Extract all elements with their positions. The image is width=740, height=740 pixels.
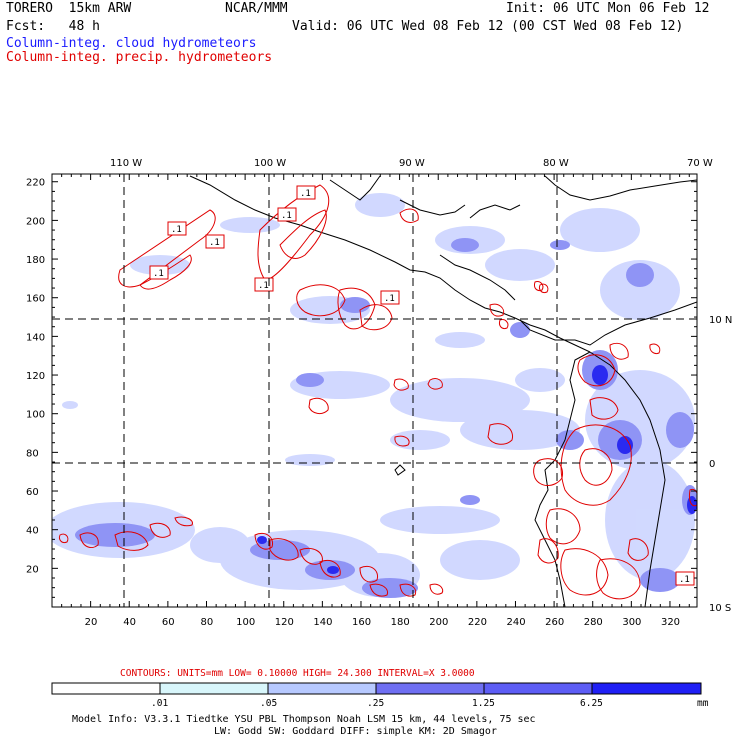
y-tick-label: 160: [26, 294, 45, 305]
colorbar-swatch: [52, 683, 160, 694]
axis-ticks: [51, 174, 697, 608]
coastlines: [189, 175, 697, 607]
x-tick-label: 20: [85, 617, 98, 628]
contour-label: .1: [171, 225, 182, 235]
y-tick-label: 200: [26, 216, 45, 227]
contour-label: .1: [384, 294, 395, 304]
x-tick-label: 300: [622, 617, 641, 628]
org-label: NCAR/MMM: [225, 1, 288, 16]
colorbar-unit: mm: [697, 698, 709, 709]
lon-label: 110 W: [110, 158, 142, 169]
latlon-grid: [52, 174, 697, 607]
valid-time: Valid: 06 UTC Wed 08 Feb 12 (00 CST Wed …: [292, 19, 684, 34]
x-tick-label: 200: [429, 617, 448, 628]
contour-labels: .1 .1 .1 .1 .1 .1 .1 .1: [149, 185, 695, 586]
contour-label: .1: [281, 211, 292, 221]
colorbar-swatch: [484, 683, 592, 694]
lon-label: 100 W: [254, 158, 286, 169]
lat-label: 0: [709, 459, 715, 470]
lon-label: 90 W: [399, 158, 425, 169]
contours-info: CONTOURS: UNITS=mm LOW= 0.10000 HIGH= 24…: [120, 668, 475, 679]
lat-label: 10 S: [709, 603, 731, 614]
map-frame: [51, 173, 698, 608]
contour-label: .1: [209, 238, 220, 248]
y-tick-label: 180: [26, 255, 45, 266]
x-tick-label: 80: [200, 617, 213, 628]
forecast-hour: Fcst: 48 h: [6, 19, 100, 34]
colorbar-swatch: [376, 683, 484, 694]
y-tick-label: 60: [26, 487, 39, 498]
colorbar-swatch: [268, 683, 376, 694]
colorbar-tick: 1.25: [472, 698, 495, 709]
model-info-line2: LW: Godd SW: Goddard DIFF: simple KM: 2D…: [214, 726, 497, 737]
lat-label: 10 N: [709, 315, 732, 326]
x-tick-label: 240: [506, 617, 525, 628]
x-tick-label: 180: [391, 617, 410, 628]
colorbar-swatch: [592, 683, 701, 694]
lon-label: 80 W: [543, 158, 569, 169]
x-tick-label: 220: [468, 617, 487, 628]
model-info-line1: Model Info: V3.3.1 Tiedtke YSU PBL Thomp…: [72, 714, 536, 725]
x-tick-label: 140: [313, 617, 332, 628]
colorbar-tick: .25: [367, 698, 384, 709]
contour-label: .1: [258, 281, 269, 291]
colorbar-tick: .05: [260, 698, 277, 709]
field-precip-label: Column-integ. precip. hydrometeors: [6, 50, 273, 65]
axis-labels: 110 W 100 W 90 W 80 W 70 W 10 N 0 10 S 2…: [26, 158, 732, 628]
field-cloud-label: Column-integ. cloud hydrometeors: [6, 36, 257, 51]
contour-label: .1: [679, 575, 690, 585]
x-tick-label: 40: [123, 617, 136, 628]
colorbar-swatch: [160, 683, 268, 694]
model-title: TORERO 15km ARW: [6, 1, 132, 16]
y-tick-label: 20: [26, 564, 39, 575]
y-tick-label: 120: [26, 371, 45, 382]
x-tick-label: 320: [661, 617, 680, 628]
colorbar: .01 .05 .25 1.25 6.25 mm: [51, 682, 709, 709]
y-tick-label: 80: [26, 448, 39, 459]
colorbar-tick: .01: [151, 698, 168, 709]
y-tick-label: 40: [26, 526, 39, 537]
contour-label: .1: [153, 269, 164, 279]
x-tick-label: 260: [545, 617, 564, 628]
contour-label: .1: [300, 189, 311, 199]
x-tick-label: 100: [236, 617, 255, 628]
x-tick-label: 120: [275, 617, 294, 628]
lon-label: 70 W: [687, 158, 713, 169]
x-tick-label: 60: [162, 617, 175, 628]
y-tick-label: 100: [26, 410, 45, 421]
y-tick-label: 220: [26, 178, 45, 189]
x-tick-label: 280: [584, 617, 603, 628]
x-tick-label: 160: [352, 617, 371, 628]
init-time: Init: 06 UTC Mon 06 Feb 12: [506, 1, 710, 16]
colorbar-tick: 6.25: [580, 698, 603, 709]
y-tick-label: 140: [26, 332, 45, 343]
cloud-fills: [52, 193, 697, 598]
